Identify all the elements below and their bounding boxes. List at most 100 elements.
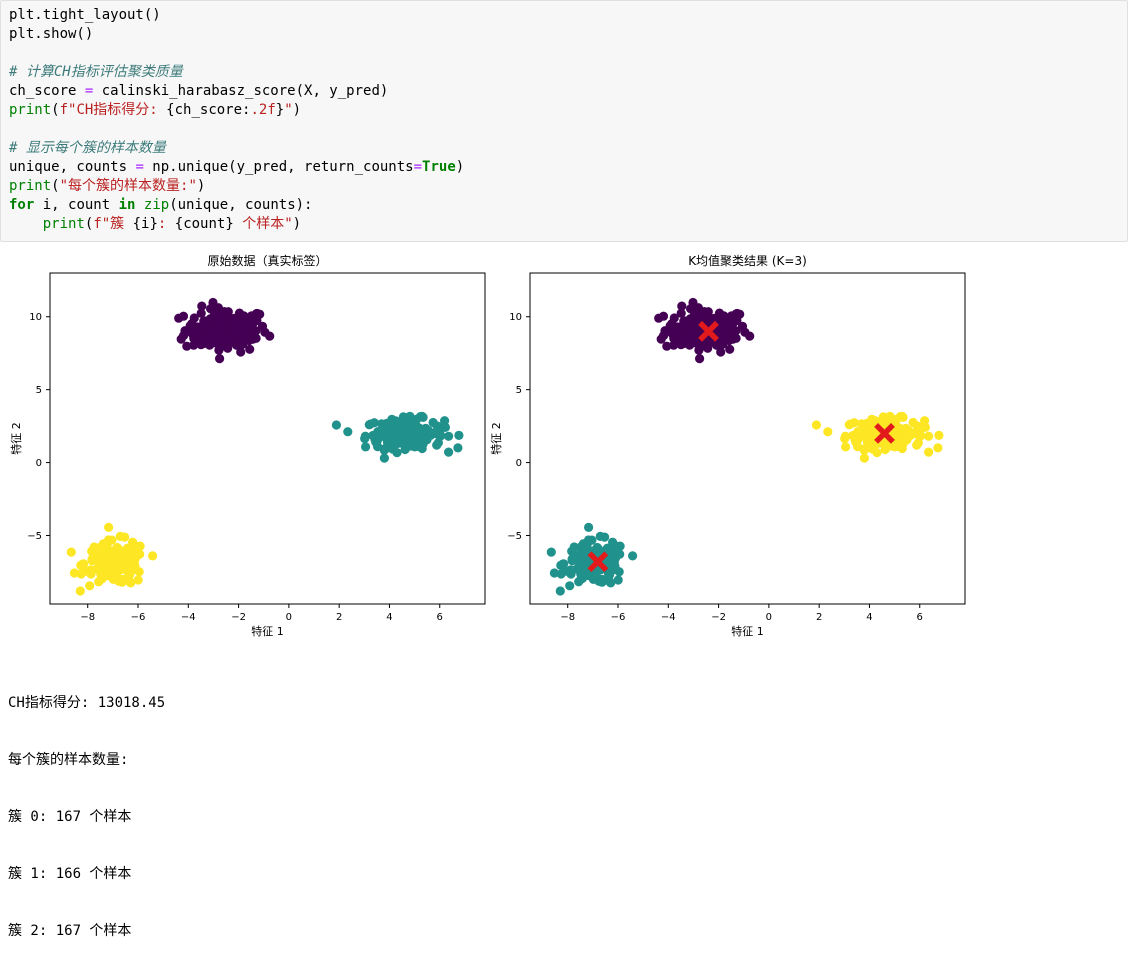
x-tick-label: −2: [231, 612, 246, 623]
scatter-point: [131, 544, 141, 554]
code-token: ): [292, 102, 302, 118]
scatter-point: [440, 416, 450, 426]
scatter-point: [405, 414, 415, 424]
code-token: }: [275, 102, 285, 118]
scatter-point: [122, 543, 132, 553]
scatter-point: [841, 442, 851, 452]
scatter-point: [567, 546, 577, 556]
scatter-point: [236, 347, 246, 357]
scatter-point: [66, 547, 76, 557]
code-cell[interactable]: plt.tight_layout() plt.show() # 计算CH指标评估聚类…: [0, 0, 1128, 242]
code-token: plt.tight_layout(): [9, 7, 161, 23]
code-token: print: [42, 216, 85, 232]
scatter-point: [199, 328, 209, 338]
code-token: .2f: [250, 102, 276, 118]
x-axis-label: 特征 1: [251, 624, 284, 638]
scatter-point: [823, 427, 833, 437]
scatter-point: [205, 314, 215, 324]
code-token: ): [292, 216, 302, 232]
code-token: print: [9, 178, 52, 194]
scatter-point: [711, 339, 721, 350]
scatter-point: [260, 327, 270, 337]
scatter-point: [105, 550, 115, 560]
scatter-point: [101, 562, 111, 572]
code-line: # 显示每个簇的样本数量: [9, 139, 166, 158]
scatter-point: [723, 329, 734, 339]
scatter-point: [90, 555, 100, 565]
code-token: i, count: [34, 197, 119, 213]
scatter-point: [176, 334, 186, 344]
scatter-point: [202, 321, 212, 331]
scatter-point: [99, 570, 110, 580]
code-token: [135, 197, 143, 213]
scatter-point: [845, 419, 855, 429]
code-line: print(f"CH指标得分: {ch_score:.2f}"): [9, 101, 301, 120]
code-token: {ch_score:: [166, 102, 251, 118]
scatter-point: [122, 558, 132, 568]
scatter-point: [677, 301, 687, 311]
scatter-point: [453, 443, 463, 453]
scatter-point: [892, 414, 902, 424]
output-line: CH指标得分: 13018.45: [8, 695, 166, 711]
scatter-point: [898, 432, 908, 443]
scatter-point: [605, 570, 615, 580]
code-token: =: [413, 159, 423, 175]
code-token: in: [118, 197, 136, 213]
code-line: print(f"簇 {i}: {count} 个样本"): [9, 215, 301, 234]
scatter-point: [857, 419, 867, 429]
y-tick-label: 5: [36, 385, 42, 396]
scatter-point: [361, 442, 371, 452]
scatter-point: [218, 338, 228, 348]
x-tick-label: −6: [131, 612, 146, 623]
x-tick-label: −2: [711, 612, 726, 623]
scatter-point: [924, 431, 934, 441]
scatter-point: [198, 339, 208, 349]
output-line: 簇 0: 167 个样本: [8, 809, 132, 825]
scatter-point: [85, 581, 95, 591]
x-axis-label: 特征 1: [731, 624, 764, 638]
scatter-point: [851, 437, 861, 447]
scatter-point: [228, 317, 238, 327]
scatter-point: [610, 561, 620, 571]
x-tick-label: 0: [286, 612, 292, 623]
code-token: (unique, counts):: [169, 197, 313, 213]
code-token: zip: [143, 197, 170, 213]
scatter-point: [665, 321, 675, 331]
code-token: :: [157, 216, 175, 232]
scatter-point: [245, 344, 255, 354]
scatter-point: [592, 542, 602, 553]
scatter-point: [915, 427, 925, 437]
x-tick-label: 0: [766, 612, 772, 623]
scatter-point: [252, 309, 262, 319]
scatter-point: [392, 448, 402, 458]
scatter-point: [840, 431, 851, 441]
code-token: plt.show(): [9, 26, 94, 42]
scatter-point: [890, 442, 900, 452]
code-token: "每个簇的样本数量:": [59, 178, 197, 194]
x-tick-label: −4: [661, 612, 676, 623]
scatter-point: [717, 320, 727, 330]
scatter-point: [676, 308, 686, 318]
scatter-point: [573, 563, 583, 573]
scatter-point: [546, 547, 556, 557]
scatter-point: [602, 543, 613, 553]
x-tick-label: 4: [386, 612, 392, 623]
scatter-point: [859, 453, 870, 463]
code-token: =: [135, 159, 144, 175]
scatter-point: [81, 566, 91, 576]
scatter-point: [130, 553, 141, 563]
x-tick-label: 2: [816, 612, 822, 623]
x-tick-label: −8: [560, 612, 575, 623]
scatter-point: [108, 572, 118, 582]
scatter-point: [182, 341, 192, 351]
code-token: calinski_harabasz_score(X, y_pred): [93, 83, 389, 99]
scatter-point: [104, 522, 114, 532]
scatter-points: [66, 297, 464, 596]
scatter-point: [934, 430, 944, 440]
output-line: 每个簇的样本数量:: [8, 752, 129, 768]
scatter-point: [365, 419, 375, 429]
scatter-point: [237, 320, 247, 330]
scatter-point: [231, 339, 241, 350]
scatter-point: [732, 309, 742, 319]
